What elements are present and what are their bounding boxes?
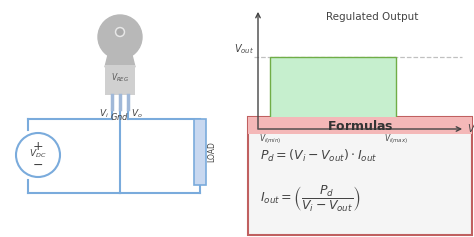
Text: $V_{DC}$: $V_{DC}$ [29,148,47,160]
Circle shape [98,15,142,59]
Text: $V_{DC}$: $V_{DC}$ [467,122,474,136]
Text: Regulated Output: Regulated Output [326,12,419,22]
Text: $V_o$: $V_o$ [131,107,143,119]
Text: $Gnd$: $Gnd$ [110,111,129,122]
Text: $V_i$: $V_i$ [99,107,109,119]
Polygon shape [105,55,135,67]
Text: $V_{out}$: $V_{out}$ [234,42,254,56]
Text: $\mathbf{Formulas}$: $\mathbf{Formulas}$ [327,118,393,132]
Bar [194,119,206,185]
Circle shape [116,27,125,36]
Circle shape [117,29,123,35]
Text: $-$: $-$ [32,158,44,170]
Text: $I_{out} = \left(\dfrac{P_d}{V_i - V_{out}}\right)$: $I_{out} = \left(\dfrac{P_d}{V_i - V_{ou… [260,184,361,214]
Text: +: + [33,140,43,152]
Text: LOAD: LOAD [208,141,217,162]
Bar [248,117,472,235]
Text: $P_d = (V_i - V_{out}) \cdot I_{out}$: $P_d = (V_i - V_{out}) \cdot I_{out}$ [260,148,378,164]
Text: $V_{REG}$: $V_{REG}$ [111,72,129,84]
Bar [105,65,135,95]
Text: $V_{i(max)}$: $V_{i(max)}$ [384,132,408,146]
Text: $V_{i(min)}$: $V_{i(min)}$ [259,132,281,146]
Bar [248,117,472,134]
Bar [270,57,396,129]
